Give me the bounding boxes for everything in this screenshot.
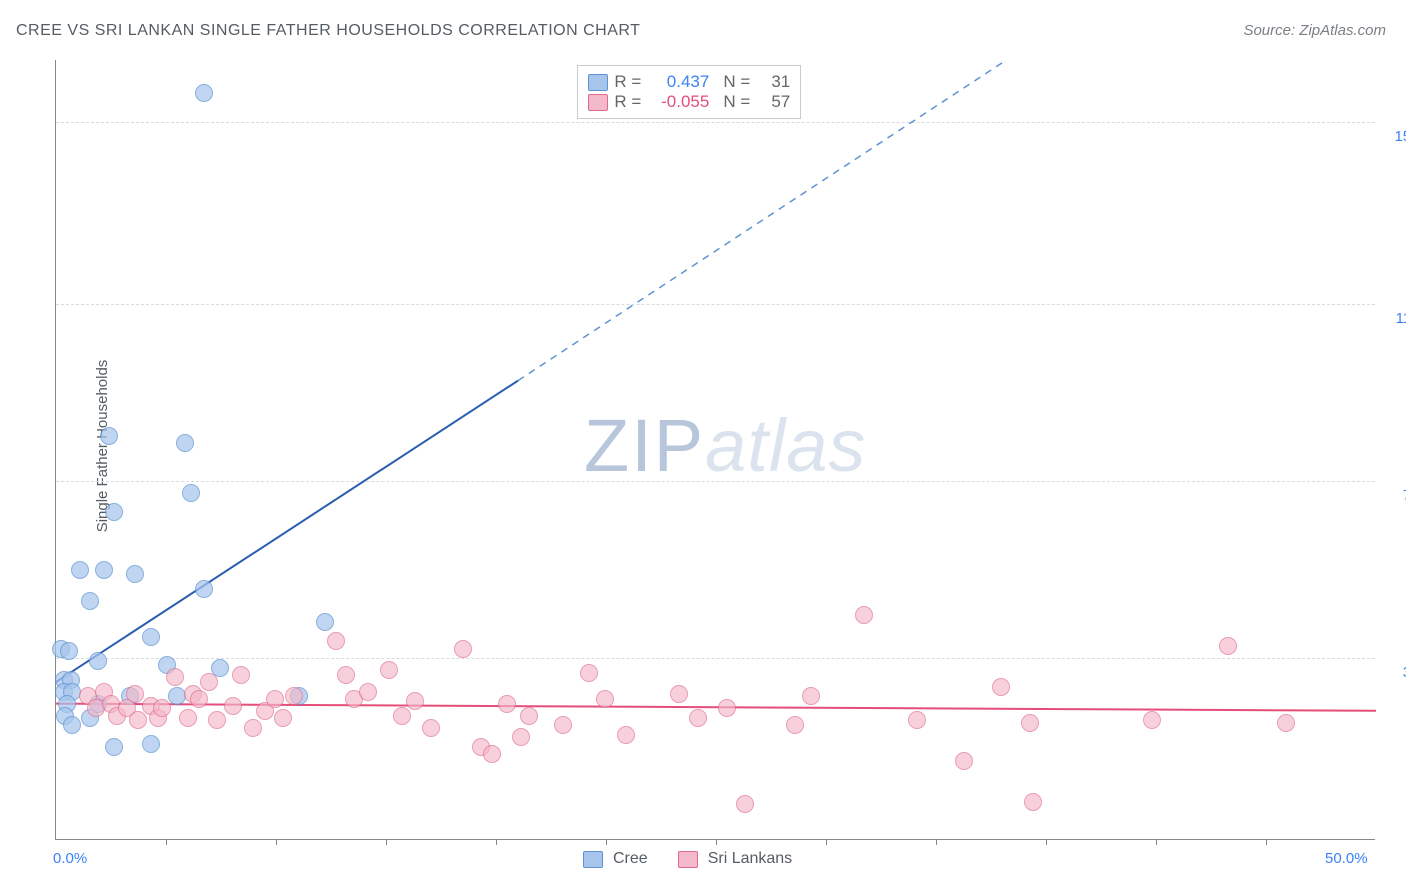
sri-point <box>689 709 707 727</box>
yaxis-tick-label: 11.2% <box>1396 310 1406 327</box>
sri-point <box>596 690 614 708</box>
sri-point <box>208 711 226 729</box>
cree-point <box>105 738 123 756</box>
sri-point <box>166 668 184 686</box>
sri-point <box>554 716 572 734</box>
sri-point <box>380 661 398 679</box>
sri-point <box>786 716 804 734</box>
sri-point <box>736 795 754 813</box>
sri-point <box>274 709 292 727</box>
cree-point <box>63 716 81 734</box>
series-legend: Cree Sri Lankans <box>583 850 812 868</box>
sri-point <box>1021 714 1039 732</box>
chart-title: CREE VS SRI LANKAN SINGLE FATHER HOUSEHO… <box>16 22 640 40</box>
sri-point <box>244 719 262 737</box>
plot-area: ZIPatlas R =0.437N =31R =-0.055N =57 3.8… <box>55 60 1375 840</box>
cree-point <box>81 592 99 610</box>
cree-point <box>195 84 213 102</box>
sri-point <box>179 709 197 727</box>
cree-trendline-dashed <box>518 60 1006 381</box>
sri-point <box>190 690 208 708</box>
sri-point <box>483 745 501 763</box>
cree-point <box>100 427 118 445</box>
sri-point <box>718 699 736 717</box>
cree-trendline <box>56 381 518 682</box>
sri-point <box>393 707 411 725</box>
sri-point <box>855 606 873 624</box>
sri-point <box>337 666 355 684</box>
sri-point <box>1277 714 1295 732</box>
cree-point <box>89 652 107 670</box>
cree-point <box>142 628 160 646</box>
cree-point <box>71 561 89 579</box>
cree-point <box>60 642 78 660</box>
sri-point <box>580 664 598 682</box>
cree-point <box>105 503 123 521</box>
sri-point <box>670 685 688 703</box>
legend-label-cree: Cree <box>613 850 648 868</box>
cree-point <box>316 613 334 631</box>
sri-point <box>422 719 440 737</box>
sri-point <box>992 678 1010 696</box>
legend-label-sri: Sri Lankans <box>708 850 793 868</box>
cree-point <box>95 561 113 579</box>
sri-point <box>1024 793 1042 811</box>
sri-trendline <box>56 704 1376 711</box>
cree-point <box>126 565 144 583</box>
cree-point <box>182 484 200 502</box>
sri-point <box>1143 711 1161 729</box>
sri-point <box>1219 637 1237 655</box>
sri-point <box>327 632 345 650</box>
sri-point <box>266 690 284 708</box>
sri-point <box>359 683 377 701</box>
yaxis-tick-label: 15.0% <box>1394 128 1406 145</box>
cree-point <box>195 580 213 598</box>
sri-point <box>617 726 635 744</box>
sri-point <box>406 692 424 710</box>
sri-point <box>512 728 530 746</box>
legend-swatch-sri <box>678 851 698 868</box>
sri-point <box>520 707 538 725</box>
sri-point <box>153 699 171 717</box>
source-label: Source: ZipAtlas.com <box>1243 22 1386 39</box>
sri-point <box>454 640 472 658</box>
legend-swatch-cree <box>583 851 603 868</box>
sri-point <box>285 687 303 705</box>
sri-point <box>129 711 147 729</box>
xaxis-max-label: 50.0% <box>1325 850 1368 867</box>
sri-point <box>802 687 820 705</box>
sri-point <box>908 711 926 729</box>
sri-point <box>498 695 516 713</box>
sri-point <box>955 752 973 770</box>
cree-point <box>176 434 194 452</box>
sri-point <box>224 697 242 715</box>
sri-point <box>126 685 144 703</box>
xaxis-min-label: 0.0% <box>53 850 87 867</box>
sri-point <box>232 666 250 684</box>
cree-point <box>142 735 160 753</box>
sri-point <box>200 673 218 691</box>
